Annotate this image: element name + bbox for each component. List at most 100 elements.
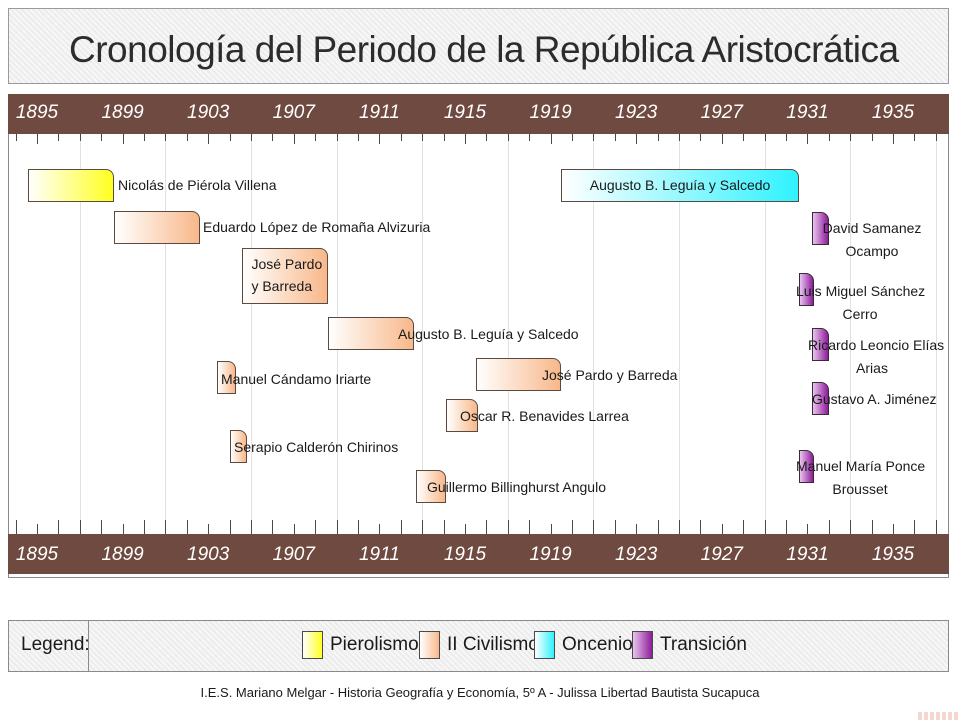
legend-label-ii-civilismo: II Civilismo xyxy=(447,634,539,655)
axis-tick xyxy=(79,134,81,141)
axis-tick xyxy=(550,524,552,534)
axis-tick xyxy=(229,134,231,141)
period-label-line: Augusto B. Leguía y Salcedo xyxy=(398,326,579,342)
legend-label-oncenio: Oncenio xyxy=(562,634,633,655)
axis-tick xyxy=(764,520,766,534)
legend-swatch-ii-civilismo xyxy=(419,631,440,659)
year-label-top-1895: 1895 xyxy=(15,102,59,123)
year-label-top-1935: 1935 xyxy=(871,102,915,123)
axis-tick xyxy=(251,134,252,141)
period-label: David Samanez Ocampo xyxy=(808,217,936,263)
axis-tick xyxy=(593,134,595,141)
axis-tick xyxy=(593,520,595,534)
period-label-line: Luis Miguel Sánchez xyxy=(796,283,926,299)
year-label-top-1923: 1923 xyxy=(615,102,658,123)
legend-swatch-transicion xyxy=(632,631,653,659)
gridline xyxy=(679,134,680,534)
year-axis-top: 1895 1899 1903 1907 1911 1915 1919 1923 1927 1931… xyxy=(8,94,960,134)
axis-tick xyxy=(58,520,60,534)
axis-tick xyxy=(293,134,295,144)
period-label-line: José Pardo xyxy=(251,256,323,272)
axis-tick xyxy=(914,134,916,141)
period-bar xyxy=(811,212,829,245)
axis-tick xyxy=(850,520,852,534)
axis-tick xyxy=(315,134,317,141)
axis-tick xyxy=(15,520,17,534)
axis-tick xyxy=(208,524,210,534)
gridline xyxy=(850,134,852,534)
period-label-line: Manuel Cándamo Iriarte xyxy=(221,371,372,387)
corner-decoration xyxy=(918,712,960,720)
year-label-top-1931: 1931 xyxy=(786,102,829,123)
legend-panel: Legend: xyxy=(8,620,949,672)
axis-tick xyxy=(871,134,873,141)
axis-tick xyxy=(871,520,873,534)
period-bar xyxy=(28,169,115,202)
axis-tick xyxy=(379,134,381,144)
axis-tick xyxy=(101,134,103,141)
legend-title-cell: Legend: xyxy=(9,621,90,671)
period-bar xyxy=(798,450,814,483)
axis-tick xyxy=(15,134,17,141)
period-bar xyxy=(475,358,562,391)
axis-tick xyxy=(358,134,359,141)
axis-tick xyxy=(486,520,488,534)
period-label-line: Arias xyxy=(856,360,888,376)
period-label-line: Oscar R. Benavides Larrea xyxy=(460,408,629,424)
axis-tick xyxy=(828,134,830,141)
period-label: Oscar R. Benavides Larrea xyxy=(460,405,629,428)
axis-tick xyxy=(465,524,466,534)
axis-tick xyxy=(336,520,338,534)
period-bar xyxy=(114,211,200,244)
year-label-bottom-1927: 1927 xyxy=(700,544,743,565)
year-label-top-1911: 1911 xyxy=(358,102,400,123)
axis-tick xyxy=(636,524,638,534)
legend-swatch-pierolismo xyxy=(302,631,323,659)
year-label-bottom-1907: 1907 xyxy=(272,544,315,565)
legend-label-transicion: Transición xyxy=(660,634,747,655)
axis-tick xyxy=(893,134,894,144)
axis-tick xyxy=(572,134,573,141)
axis-tick xyxy=(251,520,252,534)
year-label-bottom-1923: 1923 xyxy=(615,544,658,565)
axis-tick xyxy=(165,134,167,141)
period-label: Gustavo A. Jiménez xyxy=(812,388,937,411)
axis-tick xyxy=(443,520,445,534)
year-label-bottom-1903: 1903 xyxy=(187,544,230,565)
axis-tick xyxy=(786,520,787,534)
period-label-line: Manuel María Ponce xyxy=(796,458,926,474)
axis-tick xyxy=(122,134,124,144)
axis-tick xyxy=(679,134,680,141)
axis-tick xyxy=(229,520,231,534)
axis-tick xyxy=(465,134,466,144)
gridline xyxy=(593,134,595,534)
axis-tick xyxy=(572,520,573,534)
axis-tick xyxy=(379,524,381,534)
period-bar xyxy=(561,169,799,202)
axis-tick xyxy=(807,134,809,144)
period-label: Manuel Cándamo Iriarte xyxy=(221,368,371,391)
axis-tick xyxy=(550,134,552,144)
legend-label-pierolismo: Pierolismo xyxy=(330,634,419,655)
year-axis-bottom: 1895 1899 1903 1907 1911 1915 1919 1923 1927 1931… xyxy=(8,534,960,574)
period-label-line: Guillermo Billinghurst Angulo xyxy=(427,479,606,495)
period-label-line: Brousset xyxy=(832,481,888,497)
period-label-line: Augusto B. Leguía y Salcedo xyxy=(589,177,771,193)
period-label-line: Cerro xyxy=(842,306,878,322)
year-label-top-1915: 1915 xyxy=(443,102,487,123)
axis-tick xyxy=(507,134,509,141)
period-label: José Pardo y Barreda xyxy=(251,253,322,297)
axis-tick xyxy=(850,134,852,141)
legend-swatch-oncenio xyxy=(534,631,555,659)
year-label-top-1899: 1899 xyxy=(101,102,144,123)
period-label: Augusto B. Leguía y Salcedo xyxy=(561,174,799,196)
period-bar xyxy=(811,382,829,415)
page-title: Cronología del Periodo de la República A… xyxy=(69,29,899,70)
period-label: Luis Miguel Sánchez Cerro xyxy=(796,280,926,326)
year-label-bottom-1939: 1939 xyxy=(957,544,960,566)
period-label-line: Gustavo A. Jiménez xyxy=(812,391,937,407)
title-panel: Cronología del Periodo de la República A… xyxy=(8,8,949,84)
period-bar xyxy=(242,248,329,304)
period-bar xyxy=(445,399,478,432)
period-label-line: José Pardo y Barreda xyxy=(542,367,678,383)
